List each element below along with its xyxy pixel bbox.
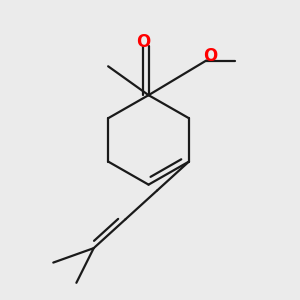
Text: O: O: [203, 47, 218, 65]
Text: O: O: [136, 33, 150, 51]
